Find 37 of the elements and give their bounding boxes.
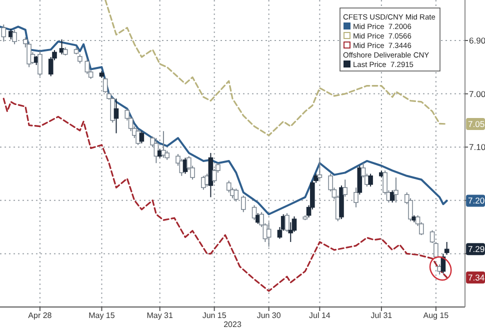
x-tick-label: May 15 bbox=[88, 311, 116, 320]
annotation: 7.20 bbox=[468, 196, 485, 206]
annotation: 7.34 bbox=[468, 272, 485, 282]
annotation: 7.05 bbox=[468, 118, 485, 129]
candlestick bbox=[390, 190, 395, 204]
x-tick-label: May 31 bbox=[146, 311, 174, 320]
candlestick bbox=[394, 176, 398, 204]
y-tick-label: 7.00 bbox=[469, 88, 485, 99]
candlestick bbox=[136, 129, 140, 146]
candlestick bbox=[354, 187, 358, 208]
y-tick-label: 7.10 bbox=[469, 142, 485, 152]
candlestick bbox=[114, 98, 119, 134]
x-tick-label: Jul 31 bbox=[370, 311, 393, 320]
candlestick bbox=[84, 58, 90, 75]
candlestick bbox=[284, 212, 290, 232]
x-tick-label: Aug 15 bbox=[423, 311, 450, 320]
candlestick bbox=[241, 195, 246, 213]
candlestick bbox=[266, 222, 272, 248]
line-series bbox=[104, 0, 448, 136]
candlestick bbox=[317, 157, 322, 180]
annotation: 7.29 bbox=[468, 244, 485, 254]
candlestick bbox=[26, 41, 32, 68]
x-tick-label: Jun 30 bbox=[256, 311, 282, 320]
candlestick bbox=[78, 54, 82, 64]
candlestick bbox=[139, 130, 144, 144]
x-tick-label: Jun 15 bbox=[202, 311, 227, 320]
y-tick-label: 6.90 bbox=[469, 36, 485, 46]
x-axis-title: 2023 bbox=[224, 320, 242, 329]
candlestick bbox=[234, 188, 239, 202]
candlestick bbox=[342, 179, 348, 198]
candlestick bbox=[368, 173, 373, 188]
line-series bbox=[0, 26, 448, 216]
candlestick bbox=[38, 50, 42, 77]
x-tick-label: Apr 28 bbox=[28, 311, 52, 320]
candlestick bbox=[12, 29, 17, 45]
candlestick bbox=[444, 241, 450, 256]
x-tick-label: Jul 14 bbox=[309, 311, 331, 320]
